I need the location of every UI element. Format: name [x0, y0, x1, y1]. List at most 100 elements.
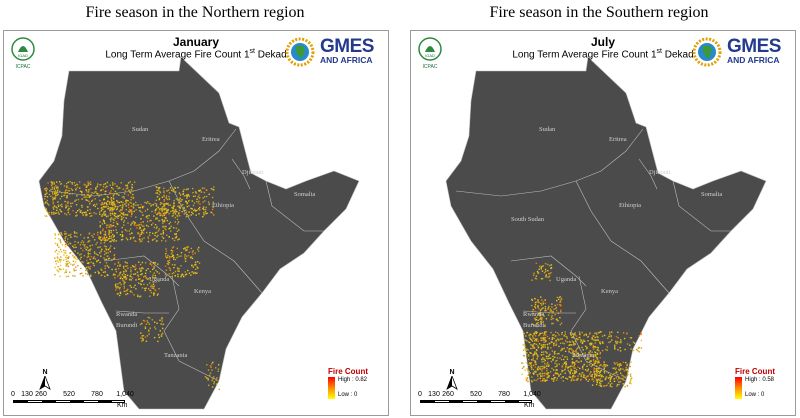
fire-pixel	[568, 375, 571, 378]
fire-pixel	[106, 181, 108, 184]
fire-pixel	[606, 376, 608, 378]
fire-pixel	[127, 204, 130, 206]
fire-pixel	[537, 299, 539, 301]
fire-pixel	[131, 222, 133, 224]
fire-pixel	[163, 221, 165, 223]
fire-pixel	[145, 216, 147, 218]
fire-pixel	[156, 208, 158, 210]
fire-pixel	[142, 228, 145, 231]
fire-pixel	[151, 210, 153, 213]
fire-pixel	[65, 232, 68, 235]
fire-pixel	[142, 267, 144, 270]
fire-pixel	[569, 341, 571, 343]
fire-pixel	[622, 368, 624, 370]
fire-pixel	[105, 201, 108, 204]
fire-pixel	[168, 267, 170, 269]
fire-pixel	[103, 198, 105, 201]
fire-pixel	[161, 335, 163, 337]
fire-pixel	[130, 237, 132, 239]
fire-pixel	[120, 283, 122, 286]
fire-pixel	[539, 377, 541, 379]
fire-pixel	[89, 208, 91, 211]
fire-pixel	[157, 334, 160, 336]
fire-pixel	[130, 199, 132, 201]
fire-pixel	[110, 237, 113, 239]
fire-pixel	[524, 345, 526, 347]
fire-pixel	[110, 231, 112, 234]
fire-pixel	[551, 338, 553, 341]
fire-pixel	[135, 204, 137, 206]
fire-pixel	[153, 267, 155, 269]
fire-pixel	[533, 346, 535, 348]
fire-pixel	[548, 312, 550, 314]
fire-pixel	[177, 273, 179, 276]
fire-pixel	[596, 353, 599, 355]
fire-pixel	[125, 199, 128, 202]
fire-pixel	[175, 237, 177, 239]
fire-pixel	[543, 338, 546, 340]
fire-pixel	[547, 270, 549, 272]
fire-pixel	[141, 273, 143, 275]
fire-pixel	[139, 239, 141, 241]
fire-pixel	[109, 192, 111, 194]
fire-pixel	[98, 194, 101, 196]
fire-pixel	[217, 368, 220, 370]
fire-pixel	[553, 308, 555, 310]
fire-pixel	[560, 358, 563, 361]
fire-pixel	[144, 272, 147, 274]
fire-pixel	[59, 264, 62, 267]
fire-pixel	[114, 215, 117, 218]
fire-pixel	[609, 378, 611, 381]
fire-pixel	[102, 238, 104, 240]
fire-pixel	[98, 195, 100, 197]
fire-pixel	[594, 351, 596, 353]
fire-pixel	[542, 346, 545, 348]
fire-pixel	[549, 279, 551, 282]
fire-pixel	[613, 378, 615, 380]
fire-pixel	[543, 379, 546, 382]
fire-pixel	[85, 269, 87, 272]
fire-pixel	[534, 335, 537, 337]
fire-pixel	[165, 250, 168, 252]
fire-pixel	[146, 335, 149, 337]
fire-pixel	[51, 183, 53, 185]
fire-pixel	[198, 213, 200, 215]
north-arrow-icon	[446, 374, 458, 390]
fire-pixel	[171, 189, 173, 192]
fire-pixel	[212, 361, 214, 364]
fire-pixel	[545, 373, 547, 376]
fire-pixel	[115, 271, 118, 273]
fire-pixel	[544, 332, 546, 334]
fire-pixel	[178, 268, 180, 270]
fire-pixel	[592, 378, 594, 381]
fire-pixel	[546, 363, 548, 365]
fire-pixel	[156, 213, 158, 216]
fire-pixel	[529, 341, 531, 344]
fire-pixel	[103, 239, 105, 241]
fire-pixel	[110, 224, 112, 226]
fire-pixel	[141, 261, 144, 264]
fire-pixel	[595, 359, 597, 362]
fire-pixel	[538, 308, 540, 310]
fire-pixel	[146, 220, 149, 223]
fire-pixel	[534, 317, 536, 319]
fire-pixel	[637, 347, 640, 349]
fire-pixel	[212, 378, 214, 380]
fire-pixel	[559, 299, 562, 301]
fire-pixel	[535, 352, 538, 354]
fire-pixel	[130, 279, 132, 281]
fire-pixel	[591, 379, 593, 381]
fire-pixel	[141, 335, 143, 337]
fire-pixel	[532, 337, 534, 339]
fire-pixel	[186, 213, 188, 216]
fire-pixel	[101, 239, 103, 241]
fire-pixel	[99, 225, 101, 227]
fire-pixel	[593, 356, 595, 358]
fire-pixel	[610, 336, 612, 338]
fire-pixel	[602, 365, 604, 367]
fire-pixel	[57, 187, 59, 189]
fire-pixel	[205, 206, 207, 209]
fire-pixel	[607, 372, 610, 374]
fire-pixel	[81, 240, 84, 242]
fire-pixel	[579, 367, 581, 370]
